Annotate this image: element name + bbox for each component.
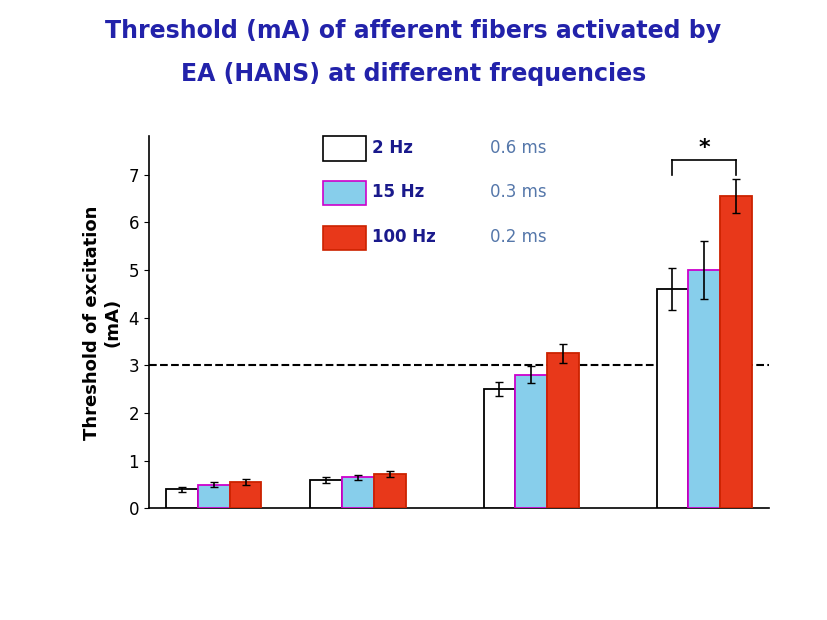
Bar	[547, 353, 579, 508]
Bar	[342, 477, 374, 508]
FancyBboxPatch shape	[323, 181, 366, 205]
Text: 15 Hz: 15 Hz	[372, 183, 424, 202]
Text: 2 Hz: 2 Hz	[372, 138, 413, 157]
FancyBboxPatch shape	[323, 226, 366, 250]
Bar	[720, 196, 752, 508]
Bar	[374, 474, 405, 508]
Text: *: *	[698, 138, 710, 158]
Text: EA (HANS) at different frequencies: EA (HANS) at different frequencies	[181, 62, 646, 86]
Bar	[310, 480, 342, 508]
Text: 0.6 ms: 0.6 ms	[490, 138, 547, 157]
FancyBboxPatch shape	[323, 136, 366, 161]
Bar	[688, 270, 720, 508]
Bar	[484, 389, 515, 508]
Y-axis label: Threshold of excitation
(mA): Threshold of excitation (mA)	[83, 205, 122, 440]
Bar	[198, 485, 230, 508]
Bar	[657, 289, 688, 508]
Bar	[230, 482, 261, 508]
Text: 0.3 ms: 0.3 ms	[490, 183, 547, 202]
Text: 100 Hz: 100 Hz	[372, 228, 436, 246]
Text: Threshold (mA) of afferent fibers activated by: Threshold (mA) of afferent fibers activa…	[105, 19, 722, 43]
Bar	[515, 375, 547, 508]
Bar	[166, 489, 198, 508]
Text: 0.2 ms: 0.2 ms	[490, 228, 547, 246]
